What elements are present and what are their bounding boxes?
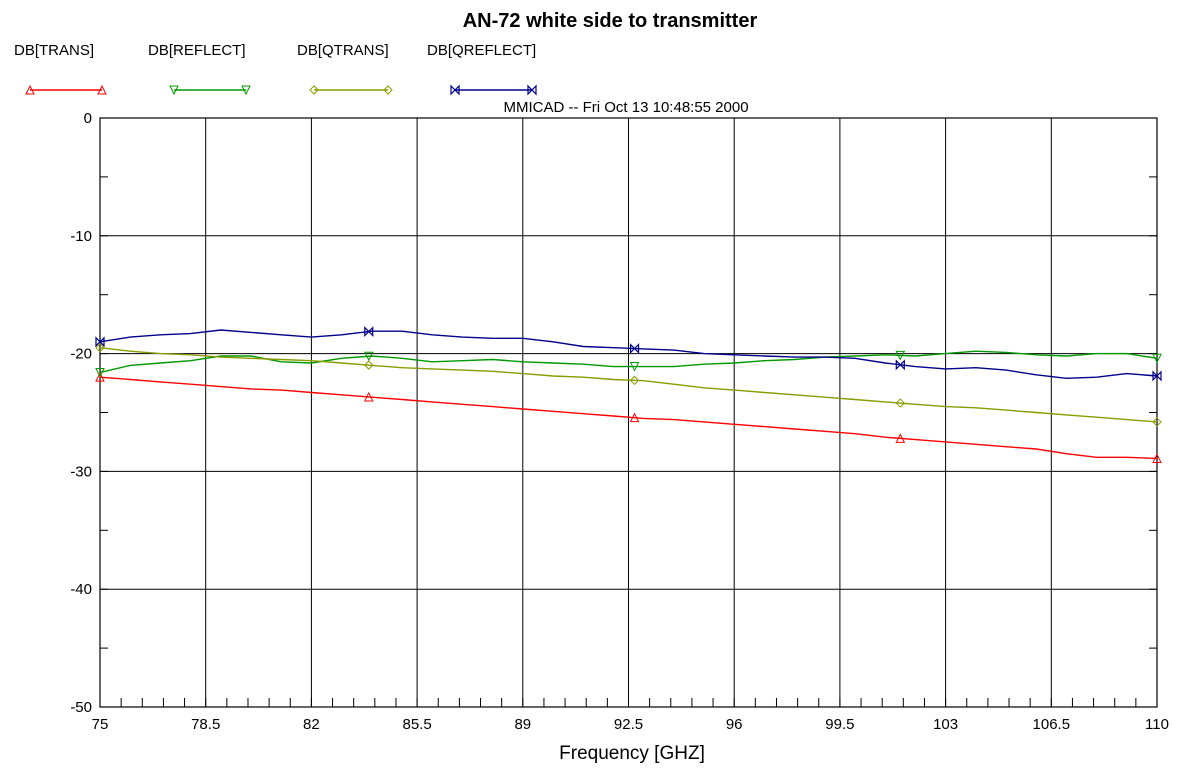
series-point-db-trans — [1152, 453, 1162, 463]
legend-marker-db-reflect — [241, 85, 251, 96]
series-point-db-trans — [629, 412, 640, 423]
series-lines — [99, 329, 1158, 460]
timestamp-label: MMICAD -- Fri Oct 13 10:48:55 2000 — [503, 99, 748, 116]
series-point-db-trans — [95, 372, 105, 382]
legend-marker-db-trans — [97, 84, 107, 95]
series-point-db-qtrans — [629, 375, 640, 386]
x-tick-label: 82 — [303, 716, 320, 733]
legend-label-db-qtrans: DB[QTRANS] — [297, 42, 389, 59]
y-tick-label: -10 — [70, 228, 92, 245]
x-tick-label: 96 — [726, 716, 743, 733]
x-tick-label: 103 — [933, 716, 958, 733]
y-tick-label: -30 — [70, 463, 92, 480]
x-tick-label: 92.5 — [614, 716, 643, 733]
x-tick-label: 85.5 — [402, 716, 431, 733]
tick-labels: 75 78.5 82 85.5 89 92.5 96 99.5 103 106.5 110 0 -10 -… — [70, 110, 1169, 733]
x-tick-label: 110 — [1145, 716, 1169, 733]
y-tick-label: -50 — [70, 699, 92, 716]
x-tick-label: 75 — [92, 716, 109, 733]
legend-marker-db-trans — [25, 84, 35, 95]
series-point-db-qreflect — [1152, 370, 1162, 382]
legend-label-db-qreflect: DB[QREFLECT] — [427, 42, 536, 59]
legend-marker-db-reflect — [169, 85, 179, 96]
series-point-db-reflect — [895, 350, 906, 361]
legend-label-db-trans: DB[TRANS] — [14, 42, 94, 59]
series-point-db-qtrans — [895, 398, 906, 408]
y-tick-label: 0 — [84, 110, 92, 127]
series-point-db-reflect — [363, 351, 374, 362]
series-line-db-qreflect — [99, 329, 1158, 380]
series-point-db-qreflect — [895, 359, 905, 371]
series-point-db-reflect — [629, 362, 640, 372]
legend-marker-db-qtrans — [309, 85, 319, 95]
grid — [99, 117, 1158, 708]
series-point-db-reflect — [1152, 353, 1162, 364]
series-point-db-reflect — [95, 367, 105, 378]
series-line-db-trans — [99, 376, 1158, 460]
y-tick-label: -40 — [70, 581, 92, 598]
legend-label-db-reflect: DB[REFLECT] — [148, 42, 246, 59]
series-point-db-trans — [895, 433, 906, 443]
series-point-db-qtrans — [95, 343, 105, 353]
series-point-db-qtrans — [1152, 417, 1162, 427]
legend: DB[TRANS] DB[REFLECT] DB[QTRANS] DB[QREFLEC… — [14, 42, 537, 96]
x-tick-label: 106.5 — [1033, 716, 1071, 733]
legend-marker-db-qreflect — [527, 84, 537, 96]
x-tick-label: 89 — [514, 716, 531, 733]
series-point-db-qreflect — [364, 326, 374, 338]
x-tick-label: 78.5 — [191, 716, 220, 733]
chart-title: AN-72 white side to transmitter — [463, 10, 758, 32]
series-point-db-qtrans — [364, 360, 374, 370]
y-tick-label: -20 — [70, 346, 92, 363]
legend-marker-db-qtrans — [383, 85, 393, 95]
legend-marker-db-qreflect — [450, 84, 460, 96]
series-point-db-qreflect — [629, 343, 640, 354]
series-point-db-qreflect — [95, 336, 105, 348]
series-line-db-reflect — [99, 350, 1158, 374]
minor-ticks — [99, 117, 1158, 708]
series-line-db-qtrans — [99, 347, 1158, 423]
series-point-db-trans — [363, 391, 374, 402]
x-axis-label: Frequency [GHZ] — [559, 743, 705, 764]
x-tick-label: 99.5 — [825, 716, 854, 733]
series-markers — [95, 326, 1162, 463]
